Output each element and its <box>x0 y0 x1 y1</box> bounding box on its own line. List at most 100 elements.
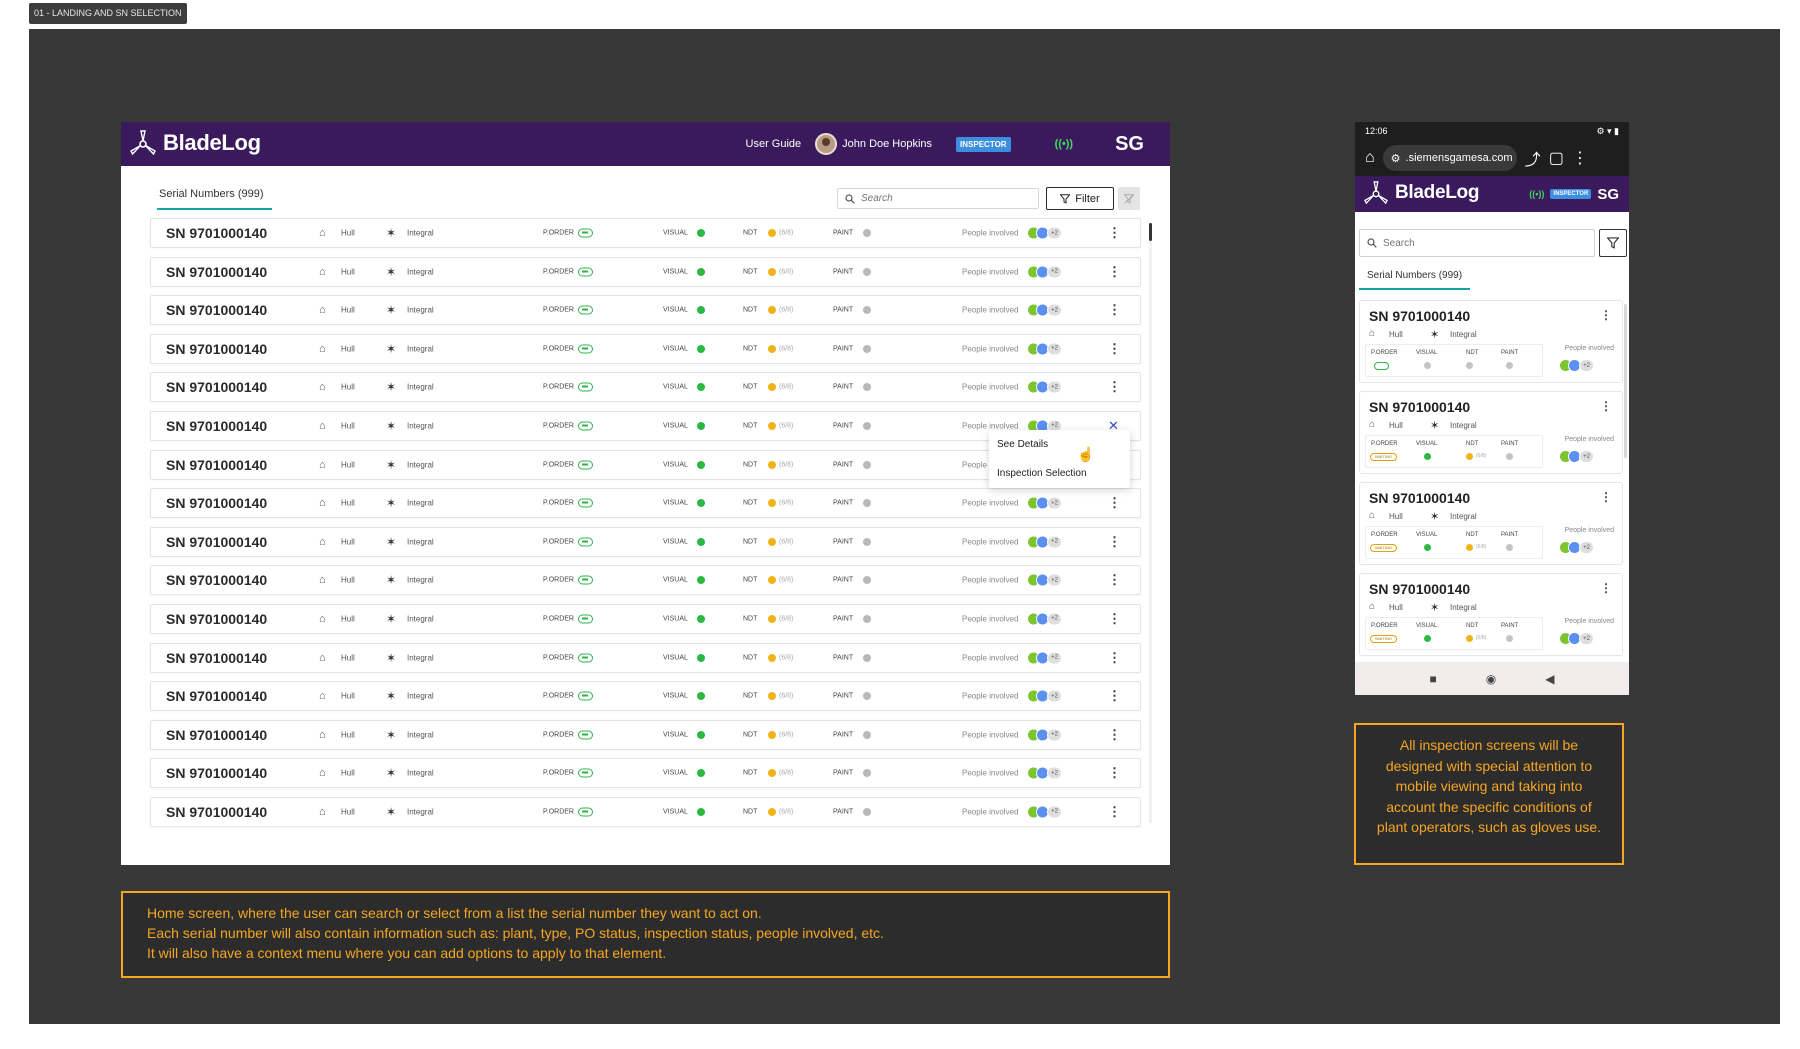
visual-label: VISUAL <box>1416 623 1438 629</box>
people-avatars[interactable]: +2 <box>1027 573 1062 587</box>
serial-number: SN 9701000140 <box>166 340 268 357</box>
context-menu-see-details[interactable]: See Details <box>997 439 1049 450</box>
people-avatars[interactable]: +2 <box>1027 303 1062 317</box>
people-avatars[interactable]: +2 <box>1027 651 1062 665</box>
row-menu-icon[interactable]: ⋮ <box>1108 726 1121 742</box>
mobile-scrollbar[interactable] <box>1624 304 1627 458</box>
recents-icon[interactable]: ■ <box>1429 671 1437 686</box>
ndt-status-dot <box>1466 544 1473 551</box>
row-menu-icon[interactable]: ⋮ <box>1108 803 1121 819</box>
mobile-app-name: BladeLog <box>1395 182 1480 203</box>
row-menu-icon[interactable]: ⋮ <box>1108 649 1121 665</box>
table-row[interactable]: SN 9701000140 ⌂ Hull ✶ Integral P.ORDER VISUAL… <box>150 758 1141 789</box>
people-avatars[interactable]: +2 <box>1027 689 1062 703</box>
app-logo[interactable]: BladeLog <box>129 130 261 156</box>
row-menu-icon[interactable]: ⋮ <box>1108 533 1121 549</box>
row-menu-icon[interactable]: ⋮ <box>1108 340 1121 356</box>
card-menu-icon[interactable]: ⋮ <box>1600 308 1612 322</box>
mobile-app-logo[interactable]: BladeLog <box>1363 181 1479 205</box>
people-avatars[interactable]: +2 <box>1027 226 1062 240</box>
row-menu-icon[interactable]: ⋮ <box>1108 225 1121 240</box>
people-avatars[interactable]: +2 <box>1027 535 1062 549</box>
sn-card[interactable]: SN 9701000140 ⋮ ⌂ Hull ✶ Integral P.ORDER VISUA… <box>1359 482 1623 565</box>
home-icon[interactable]: ⌂ <box>1365 149 1375 166</box>
table-row[interactable]: SN 9701000140 ⌂ Hull ✶ Integral P.ORDER VISUAL… <box>150 719 1141 750</box>
user-guide-link[interactable]: User Guide <box>745 138 802 150</box>
people-avatars[interactable]: +2 <box>1559 632 1594 645</box>
table-row[interactable]: SN 9701000140 ⌂ Hull ✶ Integral P.ORDER VISUAL… <box>150 488 1141 519</box>
mobile-tab-serial-numbers[interactable]: Serial Numbers (999) <box>1359 270 1471 290</box>
row-menu-icon[interactable]: ⋮ <box>1108 302 1121 318</box>
list-scrollbar[interactable] <box>1149 223 1152 241</box>
card-menu-icon[interactable]: ⋮ <box>1600 399 1612 413</box>
table-row[interactable]: SN 9701000140 ⌂ Hull ✶ Integral P.ORDER VISUAL… <box>150 526 1141 557</box>
card-menu-icon[interactable]: ⋮ <box>1600 490 1612 504</box>
mobile-search-input[interactable] <box>1383 237 1563 249</box>
people-avatars[interactable]: +2 <box>1027 496 1062 510</box>
people-avatars[interactable]: +2 <box>1027 380 1062 394</box>
blade-type: Integral <box>407 382 434 392</box>
row-menu-icon[interactable]: ⋮ <box>1108 495 1121 511</box>
plant-icon: ⌂ <box>319 342 326 355</box>
site-settings-icon[interactable]: ⚙ <box>1390 152 1401 165</box>
table-row[interactable]: SN 9701000140 ⌂ Hull ✶ Integral P.ORDER VISUAL… <box>150 295 1141 326</box>
row-menu-icon[interactable]: ⋮ <box>1108 765 1121 781</box>
table-row[interactable]: SN 9701000140 ⌂ Hull ✶ Integral P.ORDER VISUAL… <box>150 796 1141 827</box>
row-menu-icon[interactable]: ⋮ <box>1108 688 1121 704</box>
row-menu-icon[interactable]: ⋮ <box>1108 610 1121 626</box>
table-row[interactable]: SN 9701000140 ⌂ Hull ✶ Integral P.ORDER VISUAL… <box>150 256 1141 287</box>
mobile-browser-bar: ⌂ ⚙ .siemensgamesa.com ⤴ ▢ ⋮ <box>1355 140 1629 176</box>
table-row[interactable]: SN 9701000140 ⌂ Hull ✶ Integral P.ORDER VISUAL… <box>150 565 1141 596</box>
sn-card[interactable]: SN 9701000140 ⋮ ⌂ Hull ✶ Integral P.ORDER VISUA… <box>1359 391 1623 474</box>
plant-icon: ⌂ <box>319 612 326 625</box>
people-avatars[interactable]: +2 <box>1027 342 1062 356</box>
close-menu-icon[interactable]: ✕ <box>1108 417 1119 433</box>
context-menu-inspection-selection[interactable]: Inspection Selection <box>997 468 1087 479</box>
table-row[interactable]: SN 9701000140 ⌂ Hull ✶ Integral P.ORDER VISUAL… <box>150 603 1141 634</box>
table-row[interactable]: SN 9701000140 ⌂ Hull ✶ Integral P.ORDER VISUAL… <box>150 372 1141 403</box>
home-button-icon[interactable]: ◉ <box>1485 671 1497 686</box>
table-row[interactable]: SN 9701000140 ⌂ Hull ✶ Integral P.ORDER VISUAL… <box>150 333 1141 364</box>
people-avatars[interactable]: +2 <box>1027 805 1062 819</box>
row-menu-icon[interactable]: ⋮ <box>1108 572 1121 588</box>
list-scroll-track[interactable] <box>1149 223 1152 823</box>
browser-menu-icon[interactable]: ⋮ <box>1571 150 1588 167</box>
sn-card[interactable]: SN 9701000140 ⋮ ⌂ Hull ✶ Integral P.ORDER VISUA… <box>1359 573 1623 656</box>
url-bar[interactable]: ⚙ .siemensgamesa.com <box>1382 145 1517 171</box>
visual-label: VISUAL <box>663 808 688 816</box>
people-avatars[interactable]: +2 <box>1027 728 1062 742</box>
desktop-note-line-3: It will also have a context menu where y… <box>147 945 667 961</box>
people-involved-label: People involved <box>1564 618 1614 625</box>
mobile-search-box[interactable] <box>1359 229 1595 257</box>
mobile-filter-button[interactable] <box>1599 229 1627 257</box>
android-nav-bar: ■ ◉ ◀ <box>1355 662 1629 695</box>
card-menu-icon[interactable]: ⋮ <box>1600 581 1612 595</box>
visual-status-dot <box>697 807 705 816</box>
tabs-icon[interactable]: ▢ <box>1548 150 1564 167</box>
clear-filter-button[interactable] <box>1118 187 1140 210</box>
people-avatars[interactable]: +2 <box>1559 359 1594 372</box>
search-box[interactable] <box>837 188 1039 209</box>
back-icon[interactable]: ◀ <box>1545 671 1555 686</box>
share-icon[interactable]: ⤴ <box>1524 152 1541 169</box>
people-avatars[interactable]: +2 <box>1559 450 1594 463</box>
tab-serial-numbers[interactable]: Serial Numbers (999) <box>157 188 272 210</box>
people-avatars[interactable]: +2 <box>1027 766 1062 780</box>
user-avatar[interactable] <box>815 133 838 155</box>
ndt-label: NDT <box>743 692 758 700</box>
people-avatars[interactable]: +2 <box>1027 612 1062 626</box>
table-row[interactable]: SN 9701000140 ⌂ Hull ✶ Integral P.ORDER VISUAL… <box>150 642 1141 673</box>
row-menu-icon[interactable]: ⋮ <box>1108 263 1121 279</box>
filter-button[interactable]: Filter <box>1046 187 1114 210</box>
table-row[interactable]: SN 9701000140 ⌂ Hull ✶ Integral P.ORDER VISUAL… <box>150 410 1141 441</box>
row-menu-icon[interactable]: ⋮ <box>1108 379 1121 395</box>
sn-card[interactable]: SN 9701000140 ⋮ ⌂ Hull ✶ Integral P.ORDER VISUA… <box>1359 300 1623 383</box>
search-input[interactable] <box>861 193 1021 204</box>
people-avatars[interactable]: +2 <box>1559 541 1594 554</box>
people-avatars[interactable]: +2 <box>1027 419 1062 433</box>
paint-status-dot <box>863 421 871 430</box>
table-row[interactable]: SN 9701000140 ⌂ Hull ✶ Integral P.ORDER VISUAL… <box>150 218 1141 248</box>
table-row[interactable]: SN 9701000140 ⌂ Hull ✶ Integral P.ORDER VISUAL… <box>150 681 1141 712</box>
people-avatars[interactable]: +2 <box>1027 265 1062 279</box>
user-name[interactable]: John Doe Hopkins <box>842 138 933 150</box>
